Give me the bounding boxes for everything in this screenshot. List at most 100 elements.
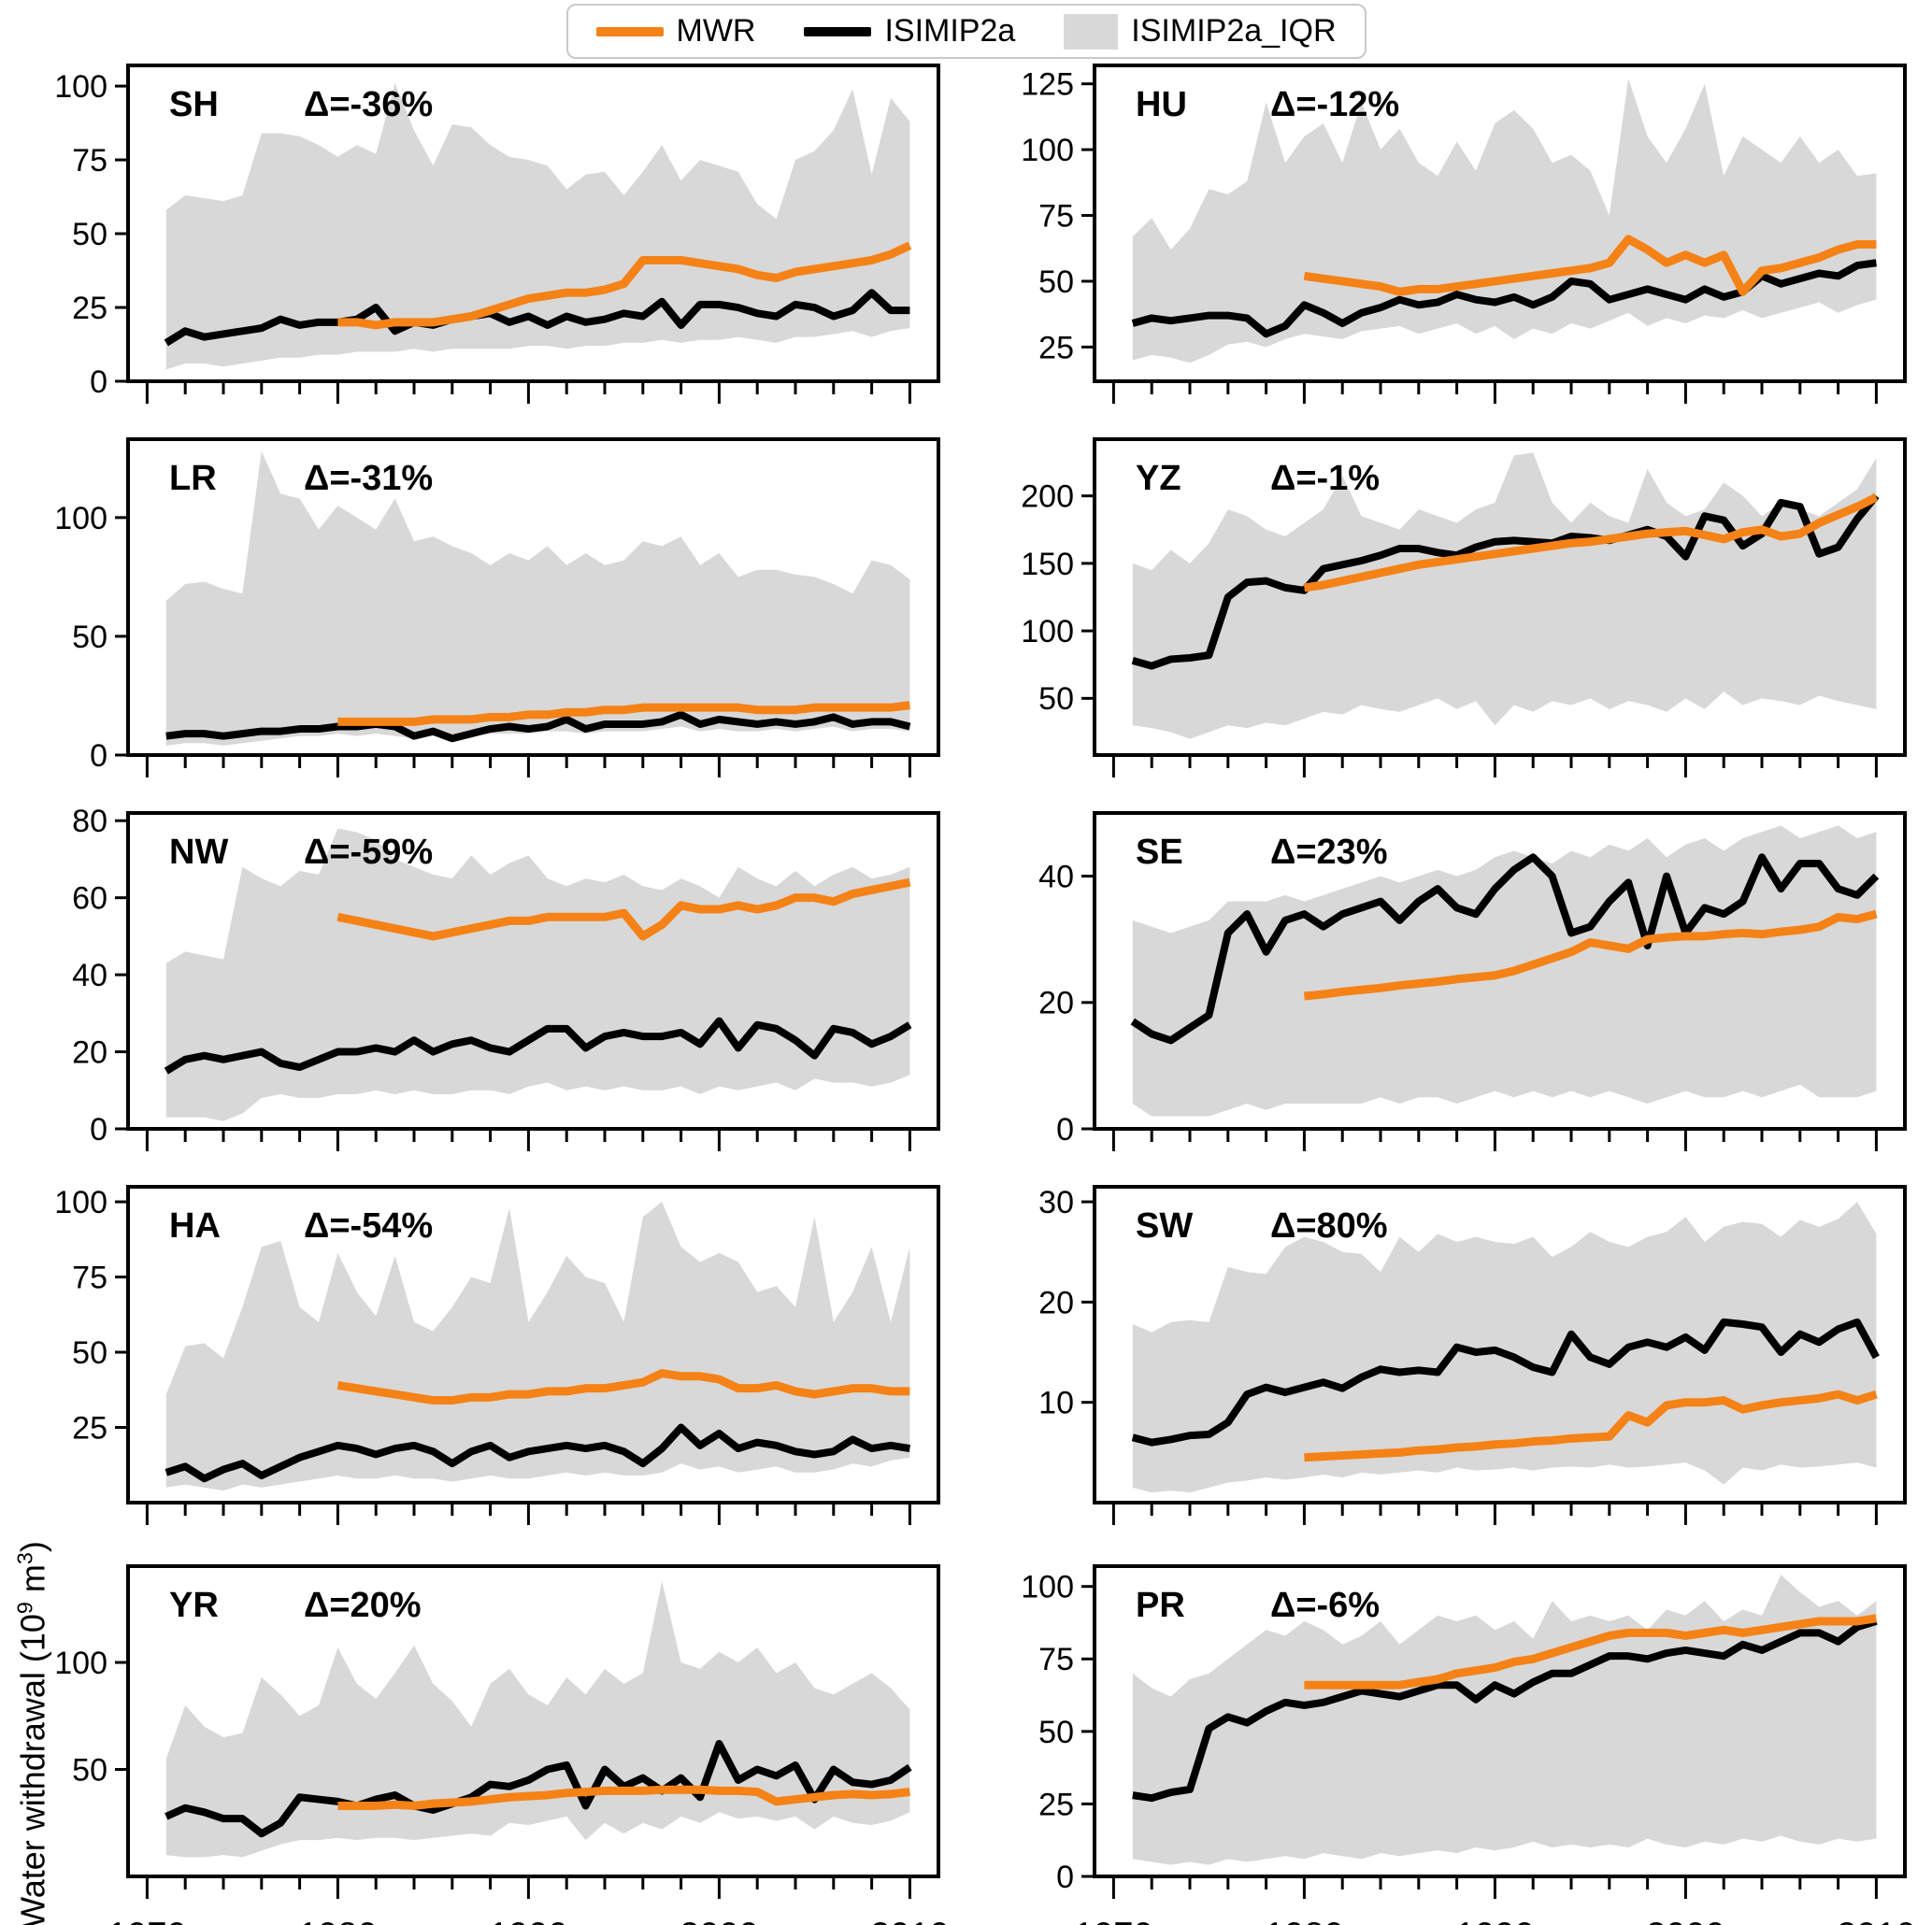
y-tick-label: 100 [1021, 133, 1074, 168]
delta-label: Δ=-6% [1270, 1586, 1380, 1625]
y-tick-label: 0 [1056, 1112, 1074, 1148]
panel-nw-chart: 0 20 40 60 80 NW Δ=-59% [72, 804, 940, 1151]
iqr-band [1132, 1202, 1877, 1493]
basin-label: SE [1136, 833, 1183, 872]
y-tick-label: 100 [54, 501, 107, 536]
isimip2a-line [164, 1017, 912, 1075]
y-axis-title: Water withdrawal (109 m3) [13, 1530, 53, 1925]
legend-label-isimip2a: ISIMIP2a [884, 13, 1016, 49]
iqr-band [165, 1581, 910, 1858]
panel-hu-chart: 25 50 75 100 125 HU Δ=-12% [1021, 64, 1907, 404]
y-tick-label: 80 [72, 804, 107, 839]
delta-label: Δ=-54% [304, 1206, 433, 1246]
y-axis-title-text: Water withdrawal (10 [13, 1614, 52, 1925]
y-tick-label: 60 [72, 881, 107, 917]
x-tick-label: 2000 [680, 1916, 759, 1925]
x-tick-label: 1980 [298, 1916, 378, 1925]
y-tick-label: 30 [1038, 1185, 1074, 1220]
mwr-line [1304, 1390, 1878, 1462]
basin-label: NW [169, 833, 228, 872]
isimip2a-line [1132, 1618, 1878, 1803]
basin-label: YR [169, 1586, 219, 1625]
x-tick-label: 1990 [489, 1916, 568, 1925]
x-tick-label: 2010 [1837, 1916, 1916, 1925]
basin-label: SH [169, 85, 219, 124]
basin-label: HU [1136, 85, 1187, 124]
panel-ha-chart: 25 50 75 100 HA Δ=-54% [54, 1185, 940, 1525]
y-tick-label: 75 [1038, 1642, 1074, 1677]
y-tick-label: 100 [54, 1185, 107, 1220]
iqr-band [1132, 452, 1877, 739]
legend-label-isimip2a-iqr: ISIMIP2a_IQR [1131, 13, 1337, 49]
mwr-line [1304, 1614, 1878, 1690]
y-tick-label: 50 [1038, 264, 1074, 300]
isimip2a-line-swatch [804, 26, 872, 36]
panel-border [1093, 811, 1907, 1131]
x-tick-label: 1970 [1074, 1916, 1153, 1925]
y-tick-label: 20 [72, 1034, 107, 1070]
delta-label: Δ=20% [304, 1586, 422, 1625]
y-tick-label: 0 [90, 1112, 107, 1148]
delta-label: Δ=80% [1270, 1206, 1388, 1246]
x-tick-label: 1990 [1455, 1916, 1535, 1925]
isimip2a-line [164, 289, 910, 347]
mwr-line [1303, 909, 1878, 1001]
delta-label: Δ=-36% [304, 85, 433, 124]
y-tick-label: 10 [1038, 1386, 1074, 1421]
panel-border [126, 64, 940, 383]
y-tick-label: 100 [54, 69, 107, 105]
basin-label: HA [169, 1206, 221, 1246]
panel-border [1093, 437, 1907, 757]
legend-item-isimip2a-iqr: ISIMIP2a_IQR [1064, 13, 1337, 50]
y-axis-title-close: ) [13, 1541, 52, 1553]
panel-pr-chart: 0 25 50 75 100 1970 1980 1990 2000 2010 PR Δ=-6% [1021, 1564, 1916, 1925]
legend-item-isimip2a: ISIMIP2a [804, 13, 1015, 50]
basin-label: PR [1136, 1586, 1185, 1625]
y-tick-label: 75 [72, 143, 107, 178]
basin-label: LR [169, 459, 217, 498]
iqr-band [165, 828, 910, 1121]
y-tick-label: 0 [90, 738, 107, 774]
iqr-band [165, 450, 910, 746]
legend: MWR ISIMIP2a ISIMIP2a_IQR [565, 4, 1367, 59]
mwr-line-swatch [595, 26, 664, 36]
panel-border [126, 811, 940, 1131]
y-tick-label: 0 [1056, 1860, 1074, 1895]
x-tick-label: 2010 [870, 1916, 950, 1925]
isimip2a-line [165, 1423, 911, 1483]
basin-label: YZ [1136, 459, 1181, 498]
iqr-band [165, 1202, 910, 1491]
isimip2a-line [165, 1740, 912, 1838]
y-tick-label: 50 [1038, 1715, 1074, 1750]
delta-label: Δ=-12% [1270, 85, 1399, 124]
delta-label: Δ=23% [1270, 833, 1388, 872]
y-tick-label: 0 [90, 364, 107, 400]
basin-label: SW [1136, 1206, 1193, 1246]
panel-border [1093, 64, 1907, 383]
y-axis-title-sup9: 9 [12, 1602, 37, 1615]
iqr-band [165, 82, 910, 370]
y-tick-label: 25 [72, 291, 107, 326]
panel-border [126, 1185, 940, 1504]
y-tick-label: 25 [72, 1410, 107, 1446]
y-tick-label: 200 [1021, 479, 1074, 515]
isimip2a-line [1130, 853, 1880, 1045]
isimip2a-line [165, 710, 911, 743]
isimip2a-line [1131, 1318, 1880, 1447]
y-tick-label: 75 [72, 1260, 107, 1295]
panel-yz-chart: 50 100 150 200 YZ Δ=-1% [1021, 437, 1907, 777]
mwr-line [337, 1785, 910, 1810]
mwr-line [336, 1369, 910, 1405]
legend-item-mwr: MWR [595, 13, 755, 50]
delta-label: Δ=-31% [304, 459, 433, 498]
y-tick-label: 50 [1038, 681, 1074, 717]
y-axis-title-sup3: 3 [12, 1552, 37, 1565]
y-axis-title-unit: m [13, 1564, 52, 1603]
panel-sh-chart: 0 25 50 75 100 SH Δ=-36% [54, 64, 940, 404]
mwr-line [336, 877, 911, 941]
y-tick-label: 50 [72, 1335, 107, 1371]
y-tick-label: 100 [1021, 1570, 1074, 1605]
panel-border [126, 437, 940, 757]
x-tick-label: 1970 [107, 1916, 187, 1925]
